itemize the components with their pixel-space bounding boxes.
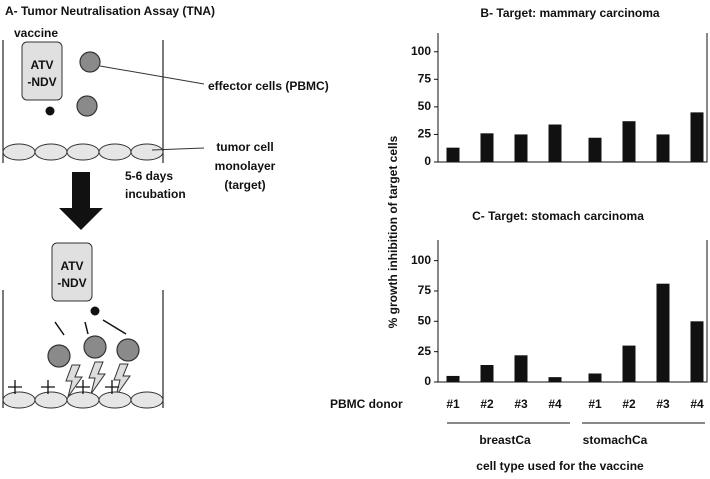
y-tick-label: 75 xyxy=(418,71,432,85)
bar xyxy=(588,137,602,162)
bar xyxy=(622,345,636,382)
dead-cell-marks xyxy=(8,380,119,394)
x-tick-label: #2 xyxy=(622,397,636,411)
monolayer xyxy=(2,143,164,161)
group-title: cell type used for the vaccine xyxy=(476,459,644,473)
vial xyxy=(51,242,93,302)
x-axis-label: PBMC donor xyxy=(330,397,403,411)
x-tick-label: #4 xyxy=(690,397,704,411)
y-tick-label: 0 xyxy=(424,374,431,388)
bar xyxy=(690,321,704,382)
x-tick-label: #2 xyxy=(480,397,494,411)
diagram-title: A- Tumor Neutralisation Assay (TNA) xyxy=(5,4,215,18)
bar xyxy=(622,121,636,162)
x-tick-label: #3 xyxy=(514,397,528,411)
y-tick-label: 0 xyxy=(424,154,431,168)
y-tick-label: 100 xyxy=(411,253,431,267)
well-wall xyxy=(2,40,164,163)
y-tick-label: 25 xyxy=(418,344,432,358)
chart-title: C- Target: stomach carcinoma xyxy=(472,209,644,223)
effector-label: effector cells (PBMC) xyxy=(208,79,329,93)
effector-cell xyxy=(79,51,101,73)
vial-text: -NDV xyxy=(57,276,86,290)
bar xyxy=(446,147,460,162)
bar xyxy=(514,355,528,382)
effector-cell xyxy=(76,95,98,117)
target-label: monolayer xyxy=(215,159,276,173)
y-tick-label: 50 xyxy=(418,313,432,327)
bar xyxy=(548,124,562,162)
incubation-label: incubation xyxy=(125,187,186,201)
y-axis-label: % growth inhibition of target cells xyxy=(386,135,400,328)
virus xyxy=(90,306,100,316)
vial xyxy=(21,41,63,101)
axis-frame xyxy=(437,240,708,383)
small-arrows xyxy=(54,319,127,336)
axis-frame xyxy=(437,33,708,163)
group-label: breastCa xyxy=(479,433,531,447)
bar xyxy=(690,112,704,162)
pointer-line xyxy=(151,147,205,151)
virus xyxy=(45,106,55,116)
x-tick-label: #4 xyxy=(548,397,562,411)
pointer-line xyxy=(99,65,205,85)
effector-cell xyxy=(47,344,71,368)
group-label: stomachCa xyxy=(583,433,648,447)
incubation-label: 5-6 days xyxy=(125,169,173,183)
y-tick-label: 50 xyxy=(418,99,432,113)
effector-cell xyxy=(116,338,140,362)
chart-title: B- Target: mammary carcinoma xyxy=(480,6,660,20)
lysis-bolts xyxy=(65,361,131,398)
bar xyxy=(446,375,460,382)
y-tick-label: 25 xyxy=(418,127,432,141)
bar xyxy=(588,373,602,382)
bar xyxy=(548,377,562,382)
well-wall xyxy=(2,290,164,408)
target-label: tumor cell xyxy=(216,140,273,154)
bar xyxy=(656,134,670,162)
vial-text: -NDV xyxy=(27,75,56,89)
vial-text: ATV xyxy=(60,259,83,273)
effector-cell xyxy=(83,335,107,359)
bar xyxy=(480,365,494,382)
x-tick-label: #1 xyxy=(446,397,460,411)
x-tick-label: #3 xyxy=(656,397,670,411)
bar xyxy=(656,283,670,382)
vaccine-label: vaccine xyxy=(14,26,58,40)
big-arrow xyxy=(59,172,103,230)
target-label: (target) xyxy=(224,178,265,192)
vial-text: ATV xyxy=(30,58,53,72)
y-tick-label: 75 xyxy=(418,283,432,297)
bar xyxy=(514,134,528,162)
y-tick-label: 100 xyxy=(411,44,431,58)
bar xyxy=(480,133,494,162)
x-tick-label: #1 xyxy=(588,397,602,411)
monolayer xyxy=(2,391,164,409)
